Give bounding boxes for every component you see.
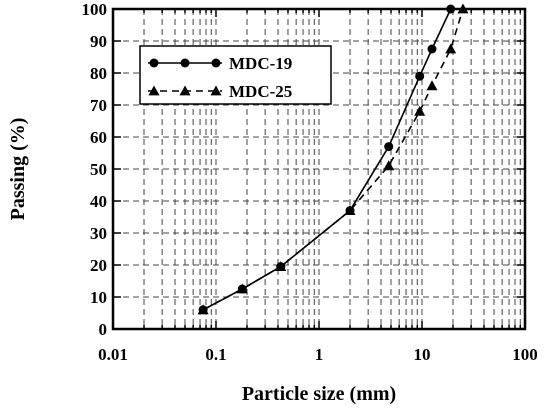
series-mdc-25 bbox=[197, 3, 469, 315]
y-tick-label: 10 bbox=[90, 288, 107, 307]
x-tick-label: 0.1 bbox=[205, 345, 226, 364]
y-axis-title: Passing (%) bbox=[7, 118, 29, 221]
grid-lines bbox=[113, 9, 525, 329]
legend-box bbox=[139, 45, 332, 105]
y-tick-label: 0 bbox=[99, 320, 108, 339]
legend-marker bbox=[211, 58, 221, 68]
legend: MDC-19 MDC-25 bbox=[139, 45, 332, 105]
data-point bbox=[383, 160, 395, 171]
legend-marker bbox=[148, 85, 160, 96]
x-tick-label: 10 bbox=[414, 345, 431, 364]
y-tick-label: 80 bbox=[90, 64, 107, 83]
data-point bbox=[457, 3, 469, 14]
data-point bbox=[427, 44, 437, 54]
data-point bbox=[415, 71, 425, 81]
legend-marker bbox=[149, 58, 159, 68]
data-series bbox=[197, 3, 469, 315]
data-point bbox=[197, 304, 209, 315]
data-point bbox=[344, 205, 356, 215]
y-tick-label: 70 bbox=[90, 96, 107, 115]
x-tick-label: 100 bbox=[512, 345, 538, 364]
x-tick-label: 1 bbox=[315, 345, 324, 364]
data-point bbox=[445, 43, 457, 54]
y-tick-label: 20 bbox=[90, 256, 107, 275]
legend-item: MDC-19 bbox=[148, 54, 292, 73]
data-point bbox=[384, 142, 394, 152]
plot-frame bbox=[111, 7, 527, 331]
legend-marker bbox=[179, 85, 191, 96]
y-tick-label: 50 bbox=[90, 160, 107, 179]
y-tick-label: 40 bbox=[90, 192, 107, 211]
x-axis-title: Particle size (mm) bbox=[242, 383, 396, 405]
y-tick-labels: 0 10 20 30 40 50 60 70 80 90 100 bbox=[82, 0, 108, 339]
legend-label: MDC-25 bbox=[229, 82, 292, 101]
legend-marker bbox=[210, 85, 222, 96]
legend-label: MDC-19 bbox=[229, 54, 292, 73]
data-point bbox=[446, 4, 456, 14]
y-tick-label: 30 bbox=[90, 224, 107, 243]
y-tick-label: 90 bbox=[90, 32, 107, 51]
data-point bbox=[414, 105, 426, 116]
data-point bbox=[426, 80, 438, 91]
legend-item: MDC-25 bbox=[148, 82, 292, 101]
x-tick-label: 0.01 bbox=[98, 345, 128, 364]
data-point bbox=[275, 261, 287, 271]
legend-marker bbox=[180, 58, 190, 68]
y-tick-label: 100 bbox=[82, 0, 108, 19]
y-tick-label: 60 bbox=[90, 128, 107, 147]
data-point bbox=[236, 283, 248, 294]
x-tick-labels: 0.01 0.1 1 10 100 bbox=[98, 345, 538, 364]
